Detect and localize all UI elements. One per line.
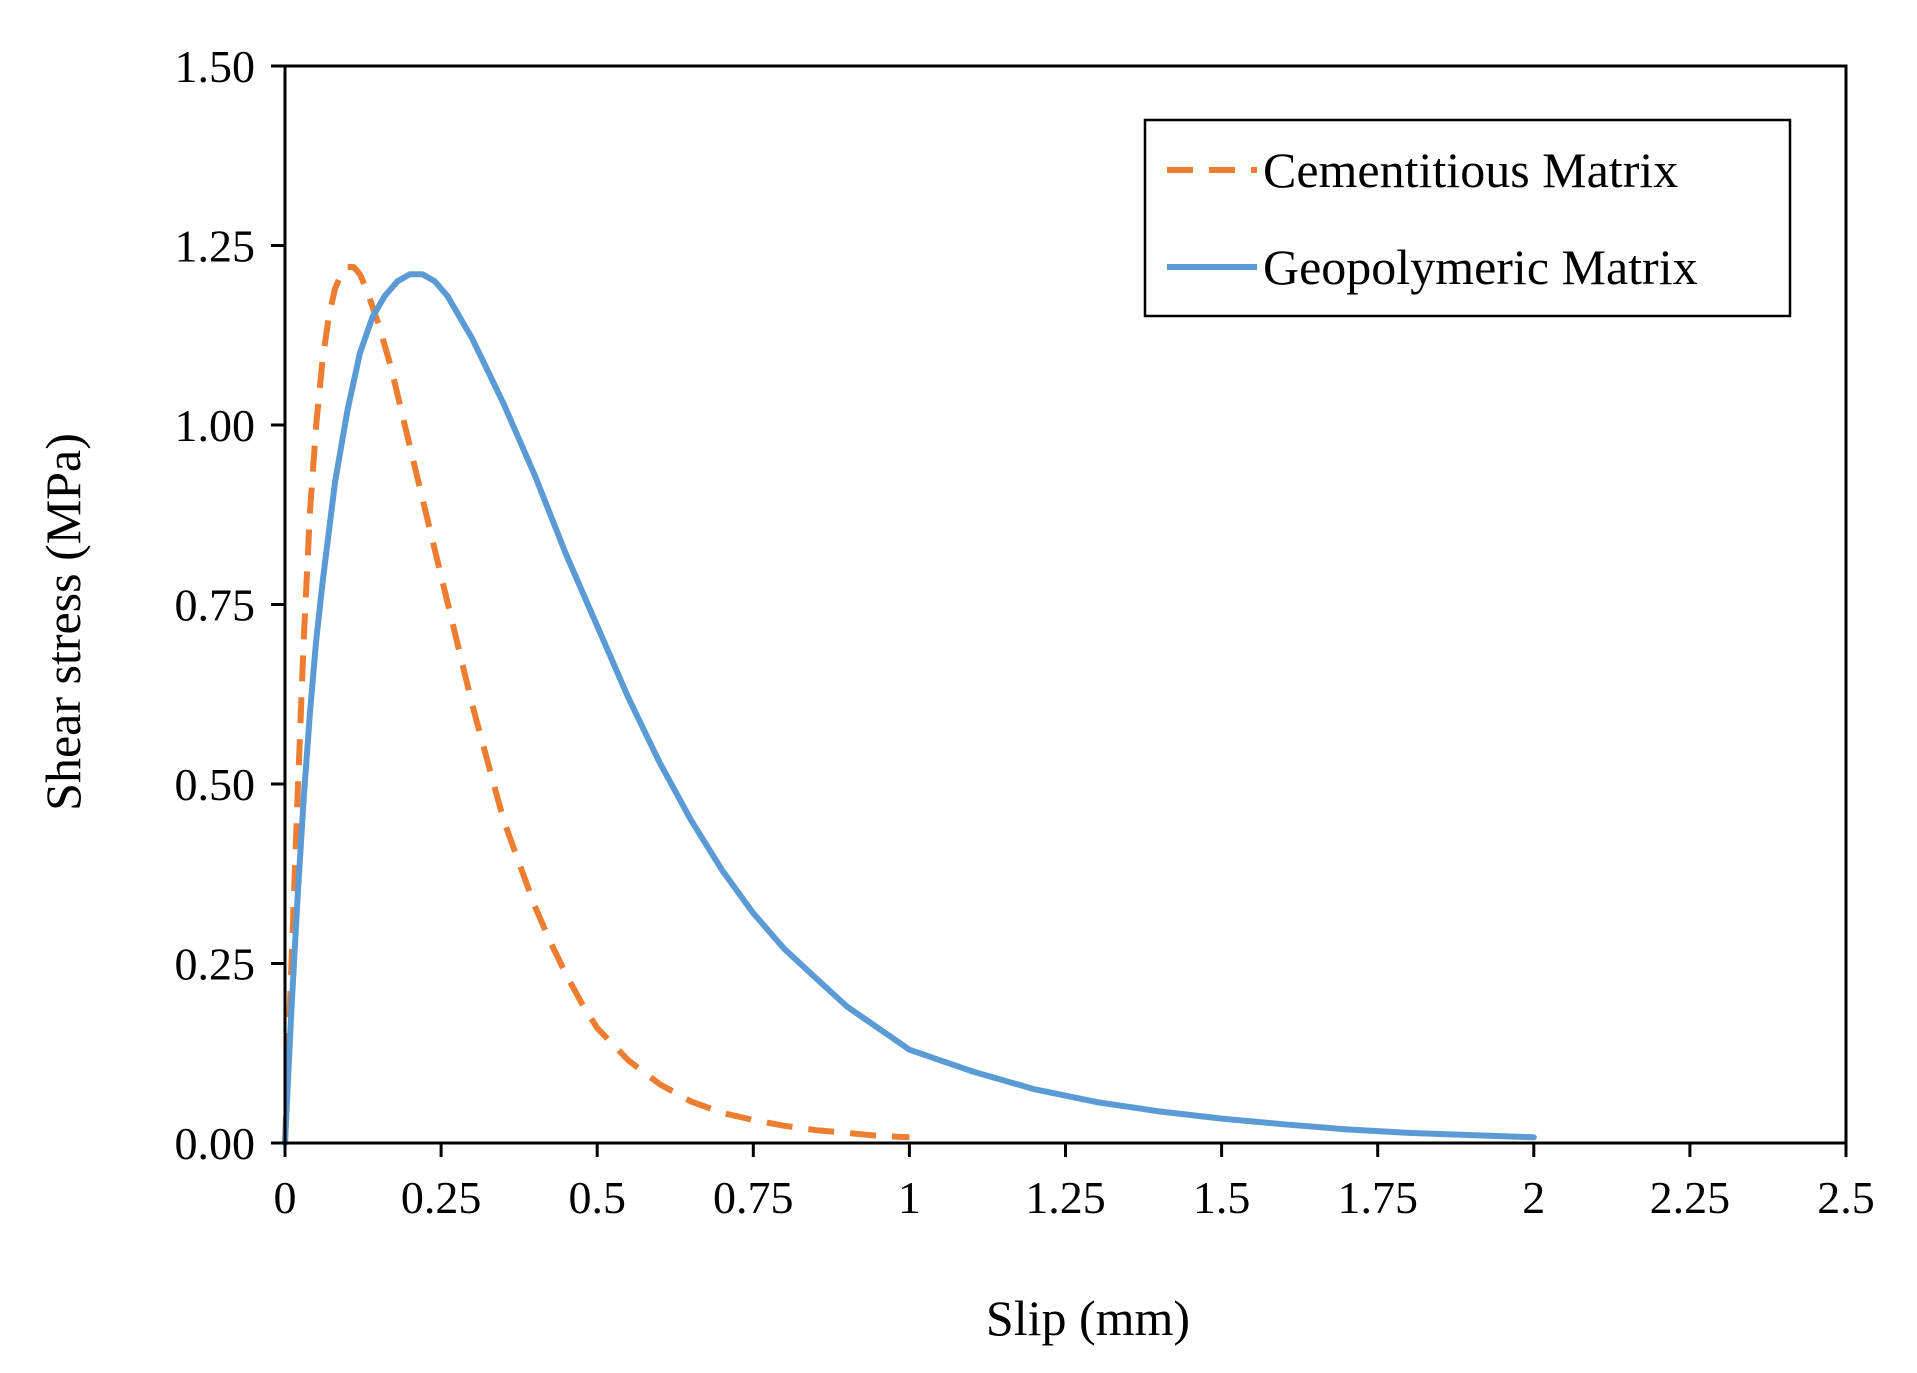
series-layer [282, 264, 1537, 1146]
y-tick-label: 1.25 [175, 221, 256, 272]
x-tick-label: 1.25 [1025, 1172, 1106, 1223]
x-tick-label: 0.75 [713, 1172, 794, 1223]
x-tick-label: 1.75 [1337, 1172, 1418, 1223]
y-axis-title: Shear stress (MPa) [35, 433, 91, 811]
y-tick-label: 0.50 [175, 759, 256, 810]
y-tick-label: 0.25 [175, 939, 256, 990]
legend-label-geopolymeric-matrix: Geopolymeric Matrix [1263, 239, 1698, 295]
x-tick-label: 2 [1522, 1172, 1545, 1223]
x-tick-label: 0 [274, 1172, 297, 1223]
geopolymeric-matrix-line [282, 271, 1537, 1146]
x-tick-label: 1 [898, 1172, 921, 1223]
axes-layer: 0.00 0.25 0.50 0.75 1.00 1.25 1.50 0 0.25 0.5 0.75… [175, 41, 1875, 1223]
x-tick-label: 2.25 [1650, 1172, 1731, 1223]
legend-box [1143, 118, 1792, 318]
cementitious-matrix-line [282, 264, 910, 1144]
y-tick-label: 1.00 [175, 400, 256, 451]
x-tick-label: 1.5 [1193, 1172, 1251, 1223]
legend: Cementitious Matrix Geopolymeric Matrix [1143, 118, 1792, 318]
x-axis-title: Slip (mm) [986, 1290, 1190, 1346]
x-tick-label: 2.5 [1817, 1172, 1875, 1223]
legend-label-cementitious-matrix: Cementitious Matrix [1263, 142, 1678, 198]
y-tick-label: 0.75 [175, 580, 256, 631]
y-tick-label: 1.50 [175, 41, 256, 92]
y-tick-label: 0.00 [175, 1118, 256, 1169]
x-tick-label: 0.25 [401, 1172, 482, 1223]
x-tick-label: 0.5 [568, 1172, 626, 1223]
